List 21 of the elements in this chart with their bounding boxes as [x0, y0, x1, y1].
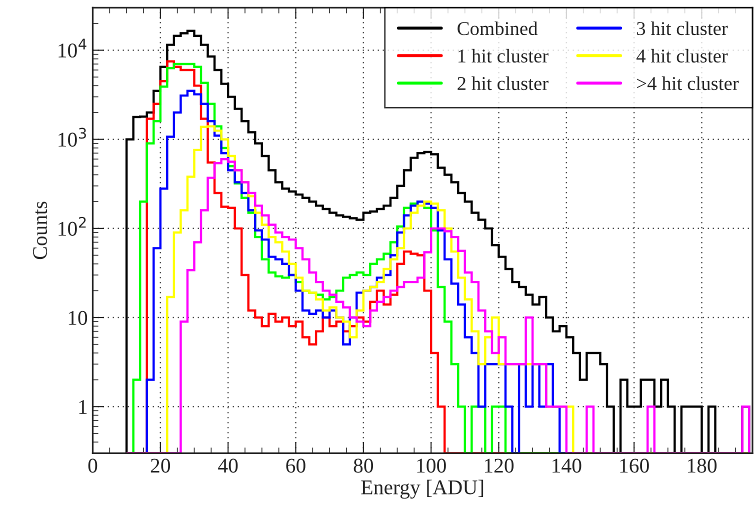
- x-axis-title: Energy [ADU]: [361, 480, 484, 499]
- legend-label: 4 hit cluster: [636, 48, 728, 63]
- x-tick-label: 160: [620, 458, 649, 473]
- x-tick-label: 20: [150, 458, 170, 473]
- legend-label: Combined: [458, 21, 538, 36]
- y-tick-label: 10$^{3}$: [58, 128, 86, 147]
- x-tick-label: 140: [552, 458, 582, 473]
- x-tick-label: 80: [354, 458, 374, 473]
- x-tick-label: 0: [88, 458, 98, 473]
- y-tick-label: 10: [68, 310, 88, 325]
- x-tick-label: 120: [484, 458, 514, 473]
- x-tick-label: 60: [286, 458, 306, 473]
- y-tick-label: 1: [79, 400, 87, 414]
- legend-label: 1 hit cluster: [458, 48, 548, 63]
- x-tick-label: 40: [218, 458, 238, 473]
- y-tick-label: 10$^{4}$: [58, 38, 86, 58]
- y-tick-label: 10$^{2}$: [58, 216, 86, 236]
- x-tick-label: 100: [417, 458, 446, 473]
- x-tick-label: 180: [688, 458, 717, 473]
- y-axis-title: Counts: [33, 202, 48, 260]
- legend-label: 3 hit cluster: [637, 21, 728, 36]
